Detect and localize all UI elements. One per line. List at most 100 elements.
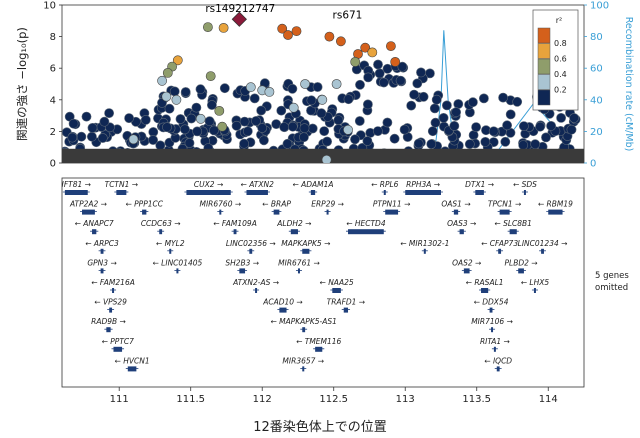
gene-label: ← RBM19 [538,200,573,209]
gene-exon-block [127,366,137,372]
gene-label: ← MYL2 [156,239,185,248]
gene-label: PTPN11 → [373,200,410,209]
snp-point [518,140,529,150]
gene-label: ← RPL6 [371,180,399,189]
snp-point [354,116,365,126]
snp-point [390,57,401,67]
gene-exon-block [498,248,502,254]
gene-label: ACAD10 → [262,298,303,307]
gene-exon-block [453,209,459,215]
gene-label: CCDC63 → [141,219,181,228]
gene-label: ← SDS [513,180,537,189]
gene-label: LINC02356 → [226,239,276,248]
gene-label: RAD9B → [91,317,126,326]
snp-point [283,30,293,40]
gene-exon-block [423,248,426,254]
y2-axis-label: Recombination rate (cM/Mb) [623,17,634,152]
snp-point [195,113,206,124]
gene-label: ← VPS29 [94,298,127,307]
snp-point [264,87,275,97]
gene-exon-block [332,288,341,293]
snp-point [464,139,475,149]
legend-label: 0.4 [554,70,567,79]
snp-point [566,124,577,135]
snp-point [333,115,344,125]
gene-exon-block [496,366,500,372]
gene-exon-block [310,190,316,195]
snp-point [298,132,309,143]
snp-point [218,22,229,33]
y-tick-label: 4 [50,95,56,106]
snp-point [186,113,197,124]
snp-point [378,77,389,88]
gene-label: LINC01234 → [518,239,568,248]
gene-exon-block [533,288,536,293]
snp-point [431,94,442,105]
y2-tick-label: 80 [590,32,603,43]
x-tick-label: 113.5 [462,394,491,405]
snp-point [258,135,269,146]
snp-point [242,126,253,137]
snp-point [500,136,511,147]
gene-label: ← ATXN2 [241,180,275,189]
snp-point [453,99,464,109]
snp-point [219,83,230,94]
legend-label: 0.8 [554,39,567,48]
snp-point [306,95,317,106]
snp-point [312,82,323,92]
gene-label: ← HVCN1 [115,356,150,365]
snp-point [502,120,512,131]
y-tick-label: 6 [50,64,56,75]
snp-point [287,121,298,132]
snp-point [231,120,242,131]
snp-annotation-label: rs671 [333,10,363,22]
snp-point [128,134,139,145]
snp-point [67,132,78,143]
snp-point [331,79,342,89]
legend-swatch [537,74,551,90]
snp-point [282,138,293,149]
snp-point [206,100,217,110]
gene-label: ← HECTD4 [346,219,386,228]
legend-label: 0.6 [554,55,567,64]
snp-point [409,89,419,100]
snp-point [87,131,97,142]
snp-point [180,87,191,97]
snp-point [148,135,158,145]
gene-exon-block [176,268,179,274]
gene-label: ← ANAPC7 [75,219,114,228]
gene-exon-block [116,190,127,195]
snp-point [324,31,335,42]
snp-point [406,100,417,111]
legend-title: r² [556,16,563,25]
snp-point [343,94,354,105]
snp-point [322,136,332,147]
gene-label: ← LHX5 [521,278,550,287]
gene-label: ALDH2 → [276,219,311,228]
gene-exon-block [405,190,441,195]
snp-point [478,93,489,104]
gene-exon-block [246,190,268,195]
snp-point [251,116,261,126]
gene-exon-block [169,248,172,254]
gene-exon-block [315,346,323,352]
snp-point [512,96,523,107]
snp-point [279,122,290,132]
snp-point [374,68,385,79]
gene-exon-block [249,248,253,254]
gene-label: TPCN1 → [488,200,521,209]
snp-point [195,84,206,95]
gene-exon-block [109,307,113,313]
gene-exon-block [548,209,563,215]
gene-label: ATP2A2 → [69,200,107,209]
gene-label: ← MAPKAPK5-AS1 [270,317,336,326]
snp-point [257,123,268,133]
gene-label: DTX1 → [465,180,494,189]
snp-point [172,55,183,66]
gene-label: ← SLC8B1 [494,219,532,228]
gene-exon-block [186,190,231,195]
gene-label: OAS3 → [447,219,476,228]
snp-point [467,97,478,108]
